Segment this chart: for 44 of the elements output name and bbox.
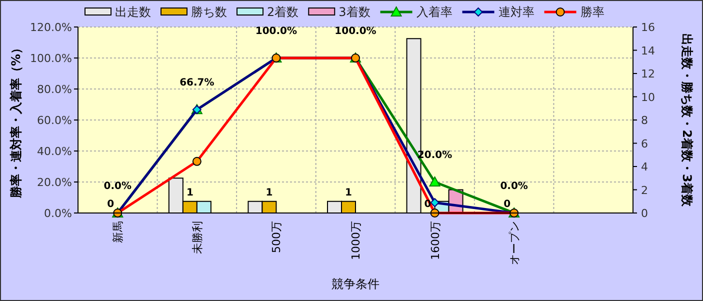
data-label: 100.0% [334, 26, 376, 37]
data-label: 0.0% [500, 181, 528, 192]
point [430, 198, 440, 208]
legend-label: 2着数 [267, 5, 299, 19]
y2-tick-label: 10 [641, 90, 655, 104]
legend-label: 入着率 [416, 5, 452, 19]
legend-label: 出走数 [115, 5, 151, 19]
y2-tick-label: 12 [641, 68, 655, 80]
x-tick-label: 新馬 [112, 221, 125, 243]
y2-axis-title: 出走数・勝ち数・2着数・3着数 [680, 34, 694, 208]
y-tick-label: 20.0% [37, 176, 72, 189]
y2-tick-label: 2 [641, 184, 648, 197]
x-tick-label: オープン [508, 221, 522, 265]
legend-label: 3着数 [338, 5, 370, 19]
legend-label: 勝ち数 [191, 5, 227, 19]
y-axis-title: 勝率・連対率・入着率（%） [9, 42, 23, 200]
data-label: 0 [107, 199, 114, 210]
data-label: 0.0% [104, 181, 132, 192]
y2-tick-label: 4 [641, 160, 648, 174]
x-tick-label: 500万 [270, 221, 284, 253]
data-label: 100.0% [255, 26, 298, 37]
y2-tick-label: 8 [641, 114, 648, 127]
y-tick-label: 0.0% [44, 207, 72, 220]
legend-label: 勝率 [580, 5, 604, 19]
y2-tick-label: 14 [641, 44, 655, 58]
point [429, 176, 440, 186]
legend-label: 連対率 [498, 5, 534, 19]
x-tick-label: 未勝利 [190, 221, 204, 254]
data-label: 1 [186, 187, 194, 198]
y-tick-label: 40.0% [37, 145, 72, 158]
y-tick-label: 120.0% [30, 21, 72, 34]
y-tick-label: 100.0% [30, 52, 72, 65]
x-tick-label: 1000万 [350, 221, 362, 260]
y2-tick-label: 0 [641, 207, 648, 220]
data-label: 0 [504, 199, 511, 210]
data-label: 66.7% [180, 78, 214, 89]
data-label: 1 [266, 187, 273, 198]
x-axis-title: 競争条件 [332, 277, 380, 291]
y2-tick-label: 16 [641, 21, 655, 34]
y2-tick-label: 6 [641, 137, 648, 150]
y-tick-label: 80.0% [37, 83, 72, 96]
y-tick-label: 60.0% [37, 114, 72, 127]
x-tick-label: 1600万 [428, 221, 442, 260]
data-label: 1 [345, 187, 352, 198]
